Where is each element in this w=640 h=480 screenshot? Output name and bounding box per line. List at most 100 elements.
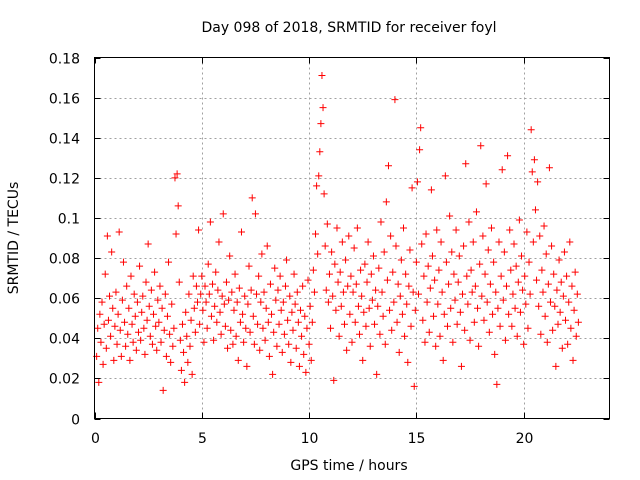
data-point [470,318,478,326]
data-point [117,352,125,360]
data-point [181,378,189,386]
data-point [330,376,338,384]
data-point [530,156,538,164]
data-point [184,358,192,366]
data-point [540,222,548,230]
data-point [178,320,186,328]
data-point [505,310,513,318]
data-point [307,356,315,364]
data-point [535,302,543,310]
data-point [425,328,433,336]
data-point [246,328,254,336]
data-point [284,316,292,324]
data-point [301,312,309,320]
data-point [440,310,448,318]
data-point [459,290,467,298]
data-point [522,300,530,308]
y-axis-label: SRMTID / TECUs [6,182,22,295]
data-point [259,324,267,332]
data-point [294,318,302,326]
data-point [175,278,183,286]
data-point [510,240,518,248]
data-point [572,332,580,340]
data-point [145,302,153,310]
data-point [567,324,575,332]
data-point [272,296,280,304]
data-point [426,284,434,292]
data-point [194,298,201,306]
data-point [102,344,110,352]
data-point [159,386,167,394]
data-point [433,226,441,234]
data-point [126,356,134,364]
x-tick-label: 20 [516,431,534,447]
data-point [364,238,372,246]
y-tick-label: 0.08 [49,252,80,268]
data-point [104,316,112,324]
data-point [98,298,106,306]
data-point [523,228,531,236]
data-point [339,288,347,296]
data-point [136,262,144,270]
data-point [123,282,131,290]
data-point [486,280,494,288]
data-point [100,320,108,328]
data-point [332,306,340,314]
data-point [478,292,486,300]
data-point [528,168,536,176]
data-point [232,332,240,340]
data-point [454,278,462,286]
data-point [491,350,499,358]
data-point [212,268,220,276]
data-point [514,278,522,286]
data-point [351,318,359,326]
data-point [487,224,495,232]
data-point [230,306,238,314]
data-point [199,306,207,314]
data-point [280,330,288,338]
data-point [441,172,449,180]
data-point [215,238,223,246]
data-point [118,296,126,304]
data-point [111,322,119,330]
data-point [494,304,502,312]
data-point [467,266,475,274]
data-point [306,302,314,310]
data-point [244,300,252,308]
data-point [321,242,329,250]
data-point [432,342,440,350]
data-point [286,292,294,300]
data-point [239,310,247,318]
data-point [270,328,278,336]
data-point [564,340,572,348]
data-point [404,358,412,366]
data-point [413,178,421,186]
data-point [418,240,426,248]
data-point [354,302,362,310]
data-point [428,252,436,260]
data-point [490,258,498,266]
data-point [128,320,136,328]
data-point [153,346,161,354]
data-point [421,338,429,346]
data-point [471,282,479,290]
data-point [446,212,454,220]
data-point [234,356,242,364]
data-point [107,332,115,340]
data-point [489,310,497,318]
data-point [249,312,257,320]
y-tick-label: 0.02 [49,372,80,388]
data-point [228,288,236,296]
data-point [106,292,114,300]
data-point [312,230,320,238]
data-point [474,304,482,312]
data-point [236,318,244,326]
data-point [144,240,152,248]
data-point [114,310,122,318]
data-point [255,272,263,280]
data-point [283,256,291,264]
data-point [539,288,547,296]
data-point [169,342,177,350]
data-point [402,270,410,278]
data-point [462,160,470,168]
